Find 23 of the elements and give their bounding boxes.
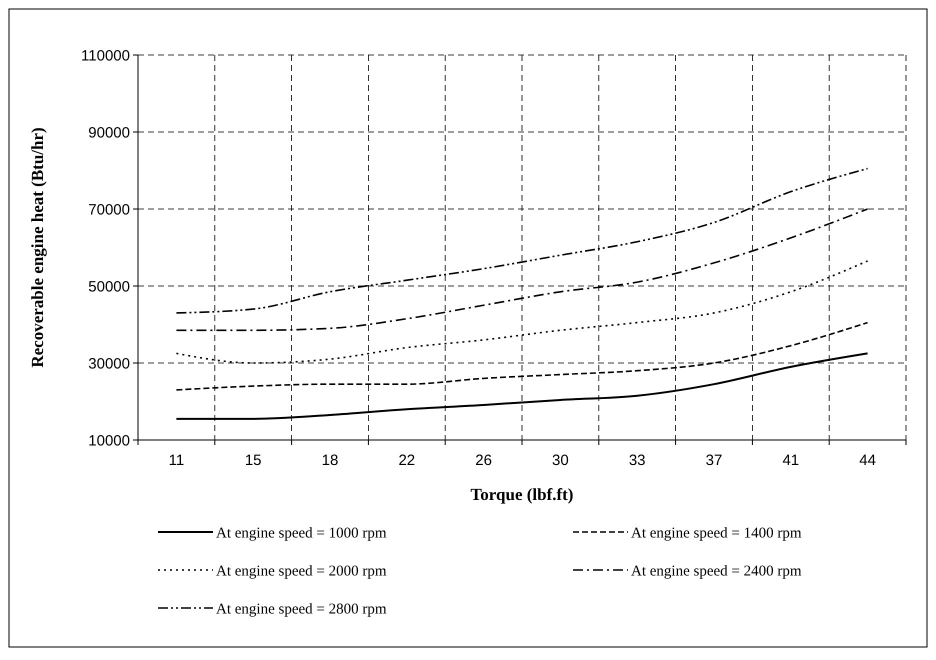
legend-label: At engine speed = 2800 rpm xyxy=(216,601,387,618)
x-tick-label: 22 xyxy=(398,452,416,469)
x-tick-label: 26 xyxy=(475,452,492,469)
x-tick-label: 30 xyxy=(552,452,569,469)
legend-label: At engine speed = 1000 rpm xyxy=(216,525,387,542)
y-tick-label: 90000 xyxy=(88,124,130,142)
x-tick-label: 11 xyxy=(168,452,184,469)
y-tick-label: 50000 xyxy=(88,278,130,296)
x-tick-label: 18 xyxy=(322,452,338,469)
y-tick-label: 110000 xyxy=(81,47,130,64)
legend-label: At engine speed = 1400 rpm xyxy=(631,525,802,542)
legend-label: At engine speed = 2000 rpm xyxy=(216,563,387,580)
x-tick-label: 37 xyxy=(706,452,722,469)
x-axis-title: Torque (lbf.ft) xyxy=(470,485,574,504)
legend-label: At engine speed = 2400 rpm xyxy=(631,563,802,580)
x-tick-label: 15 xyxy=(244,452,262,469)
y-tick-label: 10000 xyxy=(88,432,130,450)
x-tick-label: 33 xyxy=(628,452,646,469)
x-tick-label: 44 xyxy=(859,452,876,469)
x-tick-label: 41 xyxy=(782,452,800,469)
y-tick-label: 70000 xyxy=(88,201,130,218)
y-tick-label: 30000 xyxy=(88,355,130,372)
y-axis-title: Recoverable engine heat (Btu/hr) xyxy=(28,127,47,368)
